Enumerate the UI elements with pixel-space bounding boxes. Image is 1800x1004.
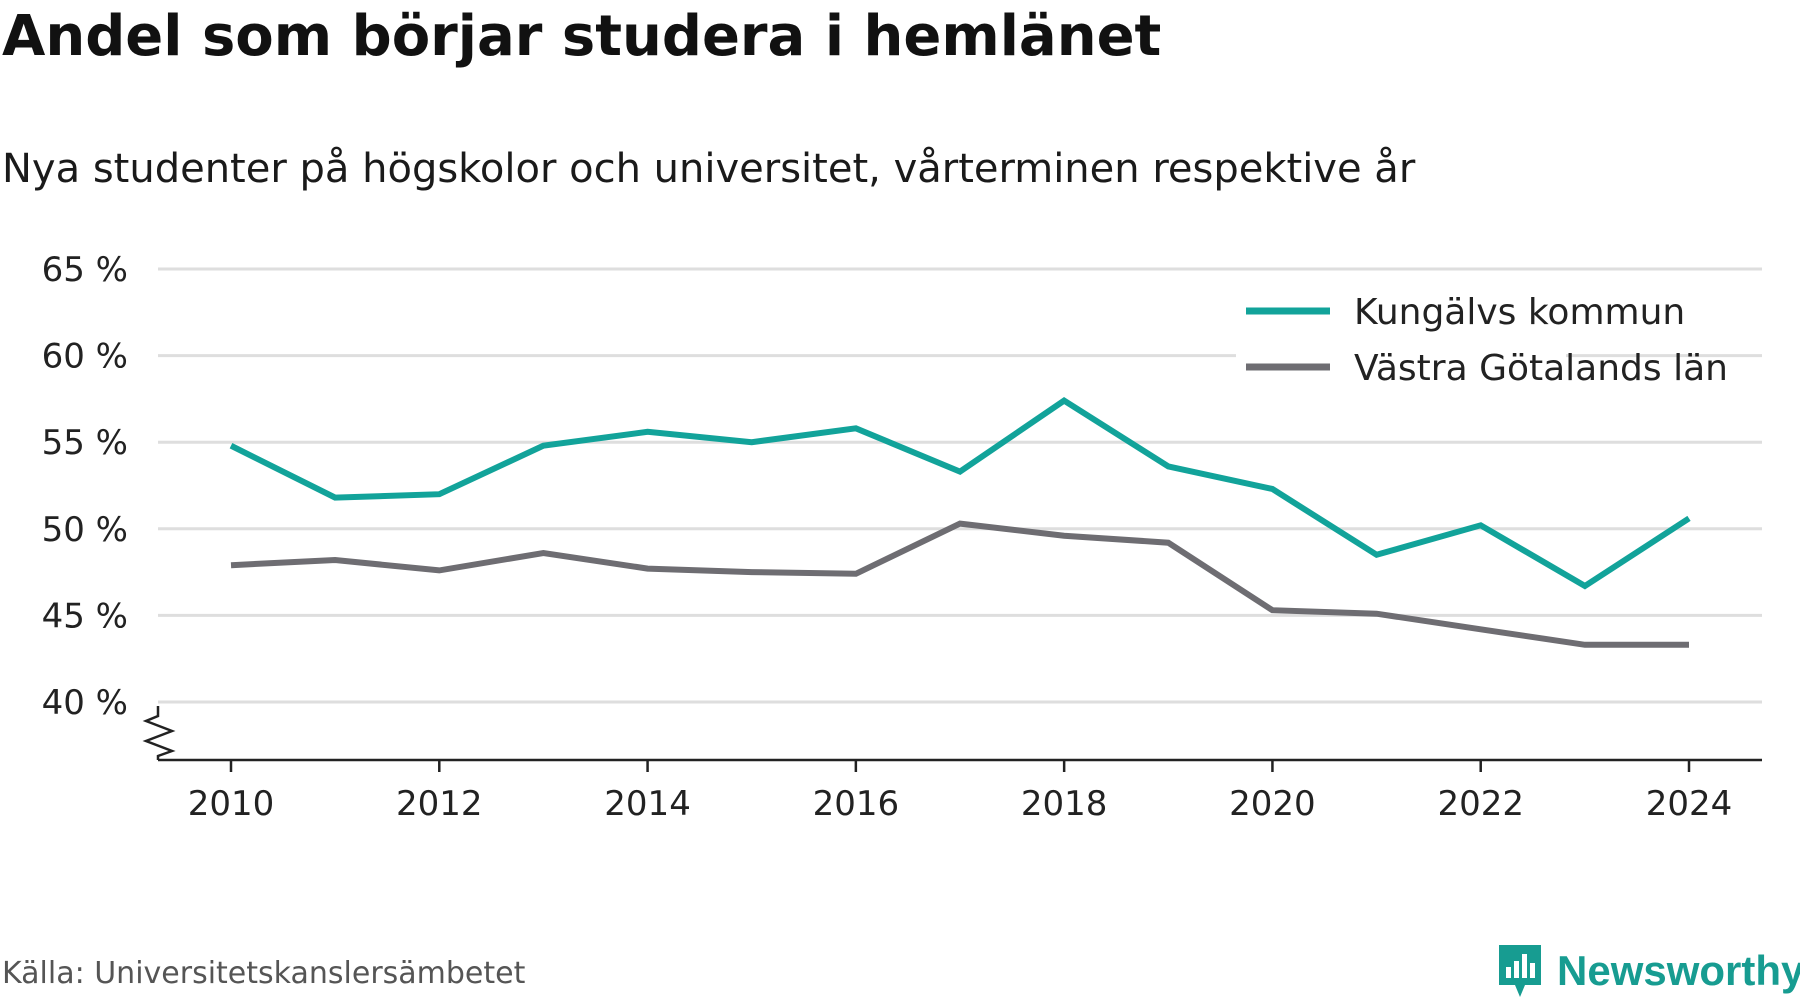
x-tick-label: 2014 [604, 784, 691, 824]
y-tick-label: 60 % [42, 337, 128, 377]
series-lines [229, 397, 1691, 648]
axes: 40 % 45 % 50 % 55 % 60 % 65 % 2010 2012 2014 2016… [42, 250, 1762, 824]
y-axis-break-icon [142, 706, 176, 760]
brand-logo: Newsworthy [1495, 938, 1800, 1004]
x-tick-label: 2022 [1437, 784, 1524, 824]
series-line-1 [229, 397, 1691, 590]
legend-label-2: Västra Götalands län [1354, 348, 1728, 389]
x-tick-label: 2018 [1021, 784, 1108, 824]
y-tick-label: 55 % [42, 423, 128, 463]
newsworthy-logo-icon [1499, 945, 1541, 997]
x-tick-label: 2012 [396, 784, 483, 824]
legend: Kungälvs kommun Västra Götalands län [1236, 292, 1728, 391]
y-tick-label: 45 % [42, 596, 128, 636]
chart-title: Andel som börjar studera i hemlänet [2, 4, 1162, 69]
x-tick-label: 2024 [1646, 784, 1733, 824]
y-tick-label: 40 % [42, 683, 128, 723]
series-line-2 [230, 520, 1689, 648]
chart-subtitle: Nya studenter på högskolor och universit… [2, 146, 1416, 192]
source-note: Källa: Universitetskanslersämbetet [2, 956, 526, 991]
x-tick-label: 2020 [1229, 784, 1316, 824]
y-tick-label: 65 % [42, 250, 128, 290]
brand-name: Newsworthy [1557, 947, 1800, 994]
x-tick-label: 2010 [188, 784, 275, 824]
gridlines [158, 267, 1762, 704]
y-tick-label: 50 % [42, 510, 128, 550]
x-tick-label: 2016 [813, 784, 900, 824]
legend-label-1: Kungälvs kommun [1354, 292, 1685, 333]
